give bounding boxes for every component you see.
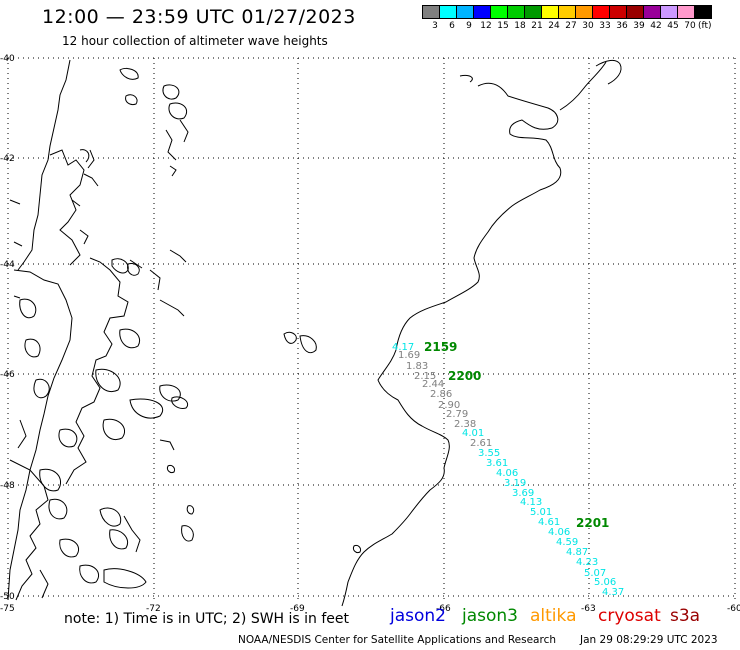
axis-labels: -40 -42 -44 -46 -48 -50 -75 -72 -69 -66 -63 -60 xyxy=(0,54,740,614)
wave-height-label: 1.69 xyxy=(398,350,420,361)
lat-lon-grid xyxy=(7,57,736,600)
wave-height-label: 2.90 xyxy=(438,400,460,411)
wave-height-label: 3.61 xyxy=(486,458,508,469)
wave-height-label: 2.61 xyxy=(470,438,492,449)
footer-note: note: 1) Time is in UTC; 2) SWH is in fe… xyxy=(64,611,350,627)
legend-label: 27 xyxy=(565,21,577,31)
map-subtitle: 12 hour collection of altimeter wave hei… xyxy=(62,34,328,48)
wave-height-label: 4.23 xyxy=(576,557,598,568)
color-legend xyxy=(422,5,712,19)
pass-time-label: 2159 xyxy=(424,340,457,354)
latitude-label: -44 xyxy=(0,260,15,270)
wave-height-label: 5.06 xyxy=(594,577,616,588)
legend-label: 42 xyxy=(650,21,662,31)
latitude-label: -48 xyxy=(0,481,15,491)
wave-height-label: 2.79 xyxy=(446,409,468,420)
pass-time-labels: 2159 2200 2201 xyxy=(424,340,609,530)
latitude-label: -42 xyxy=(0,154,15,164)
wave-height-label: 4.13 xyxy=(520,497,542,508)
latitude-label: -40 xyxy=(0,54,15,64)
legend-label: 70 xyxy=(684,21,696,31)
wave-height-label: 2.38 xyxy=(454,419,476,430)
wave-height-label: 2.86 xyxy=(430,389,452,400)
wave-height-label: 4.17 xyxy=(392,342,414,353)
wave-height-label: 5.07 xyxy=(584,568,606,579)
argentina-coastline xyxy=(283,59,622,607)
longitude-label: -66 xyxy=(436,604,451,614)
wave-height-label: 4.06 xyxy=(496,468,518,479)
legend-label: 12 xyxy=(480,21,492,31)
wave-height-label: 3.19 xyxy=(504,478,526,489)
wave-height-label: 4.01 xyxy=(462,428,484,439)
wave-height-label: 2.15 xyxy=(414,371,436,382)
wave-height-label: 3.55 xyxy=(478,448,500,459)
legend-label: 9 xyxy=(466,21,472,31)
satellite-jason3: jason3 xyxy=(462,606,518,626)
longitude-label: -60 xyxy=(727,604,740,614)
legend-label: 15 xyxy=(497,21,509,31)
longitude-label: -63 xyxy=(581,604,596,614)
latitude-label: -46 xyxy=(0,370,15,380)
satellite-s3a: s3a xyxy=(670,606,701,626)
satellite-jason2: jason2 xyxy=(390,606,446,626)
legend-label: 21 xyxy=(531,21,543,31)
legend-label: 6 xyxy=(449,21,455,31)
wave-height-label: 1.83 xyxy=(406,361,428,372)
satellite-cryosat: cryosat xyxy=(598,606,661,626)
longitude-label: -69 xyxy=(290,604,305,614)
pass-time-label: 2201 xyxy=(576,516,609,530)
longitude-label: -75 xyxy=(0,604,15,614)
wave-height-label: 3.69 xyxy=(512,488,534,499)
wave-height-label: 5.01 xyxy=(530,507,552,518)
legend-label: 18 xyxy=(514,21,526,31)
legend-label: 33 xyxy=(599,21,611,31)
generated-timestamp: Jan 29 08:29:29 UTC 2023 xyxy=(580,634,718,646)
pass-time-label: 2200 xyxy=(448,369,481,383)
wave-height-label: 4.59 xyxy=(556,537,578,548)
legend-label: 30 xyxy=(582,21,594,31)
wave-height-label: 4.37 xyxy=(602,587,624,598)
credit-line: NOAA/NESDIS Center for Satellite Applica… xyxy=(238,634,556,646)
wave-height-label: 4.06 xyxy=(548,527,570,538)
legend-label: 36 xyxy=(616,21,628,31)
legend-label: 39 xyxy=(633,21,645,31)
legend-label: 3 xyxy=(432,21,438,31)
legend-swatch xyxy=(694,5,712,19)
chile-coastline xyxy=(7,59,195,601)
wave-height-label: 4.87 xyxy=(566,547,588,558)
map-title: 12:00 — 23:59 UTC 01/27/2023 xyxy=(42,6,356,28)
wave-height-label: 2.44 xyxy=(422,379,444,390)
satellite-altika: altika xyxy=(530,606,577,626)
longitude-label: -72 xyxy=(146,604,161,614)
wave-height-points: 4.171.691.832.152.442.862.902.792.384.01… xyxy=(392,342,624,598)
legend-label: 24 xyxy=(548,21,560,31)
latitude-label: -50 xyxy=(0,592,15,602)
legend-label: (ft) xyxy=(698,21,712,31)
wave-height-label: 4.61 xyxy=(538,517,560,528)
legend-label: 45 xyxy=(667,21,679,31)
